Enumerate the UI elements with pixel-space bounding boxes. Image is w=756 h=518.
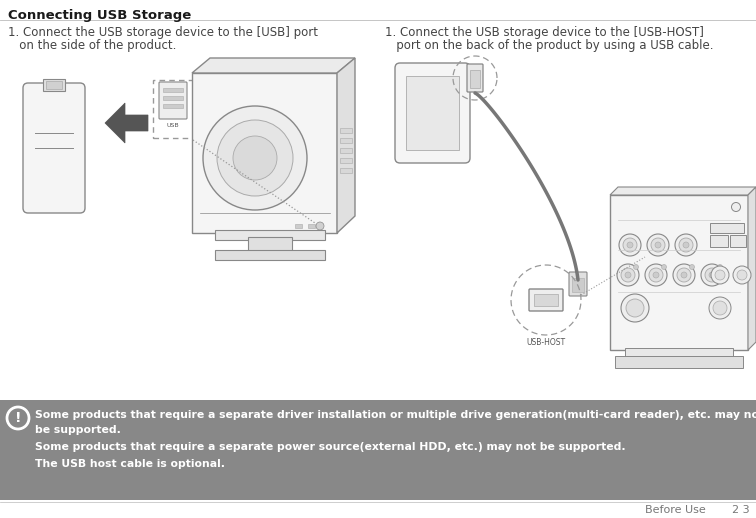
Circle shape xyxy=(316,222,324,230)
Polygon shape xyxy=(192,58,355,73)
Circle shape xyxy=(645,264,667,286)
Bar xyxy=(215,230,325,240)
Circle shape xyxy=(662,265,667,269)
Circle shape xyxy=(709,272,715,278)
Bar xyxy=(163,104,183,108)
Polygon shape xyxy=(337,58,355,233)
Circle shape xyxy=(655,242,661,248)
Text: Some products that require a separate driver installation or multiple drive gene: Some products that require a separate dr… xyxy=(35,410,756,420)
Circle shape xyxy=(619,234,641,256)
FancyBboxPatch shape xyxy=(395,63,470,163)
Circle shape xyxy=(649,268,663,282)
Circle shape xyxy=(625,272,631,278)
Polygon shape xyxy=(105,103,148,143)
Text: on the side of the product.: on the side of the product. xyxy=(8,39,176,52)
Text: Before Use: Before Use xyxy=(645,505,706,515)
Bar xyxy=(340,158,352,163)
Circle shape xyxy=(732,203,740,211)
Polygon shape xyxy=(610,187,756,195)
Text: Connecting USB Storage: Connecting USB Storage xyxy=(8,9,191,22)
Bar xyxy=(710,235,728,247)
FancyBboxPatch shape xyxy=(529,289,563,311)
Circle shape xyxy=(673,264,695,286)
Bar xyxy=(0,400,756,500)
Circle shape xyxy=(705,268,719,282)
Circle shape xyxy=(689,265,695,269)
Bar xyxy=(192,73,337,233)
Circle shape xyxy=(711,266,729,284)
Bar xyxy=(340,138,352,143)
Bar xyxy=(163,96,183,100)
Circle shape xyxy=(681,272,687,278)
Bar xyxy=(730,235,746,247)
Circle shape xyxy=(675,234,697,256)
Bar xyxy=(615,356,743,368)
Text: !: ! xyxy=(15,411,21,425)
Circle shape xyxy=(679,238,693,252)
Bar xyxy=(46,81,62,89)
Circle shape xyxy=(233,136,277,180)
Bar xyxy=(572,278,584,292)
Bar xyxy=(340,168,352,173)
Circle shape xyxy=(617,264,639,286)
Bar xyxy=(406,76,459,150)
Bar xyxy=(340,148,352,153)
Circle shape xyxy=(623,238,637,252)
Text: USB: USB xyxy=(166,123,179,128)
Circle shape xyxy=(627,242,633,248)
Text: USB-HOST: USB-HOST xyxy=(526,338,565,347)
Polygon shape xyxy=(748,187,756,350)
Circle shape xyxy=(677,268,691,282)
Text: The USB host cable is optional.: The USB host cable is optional. xyxy=(35,459,225,469)
Circle shape xyxy=(647,234,669,256)
Circle shape xyxy=(733,266,751,284)
FancyBboxPatch shape xyxy=(159,82,187,119)
Circle shape xyxy=(737,270,747,280)
Bar xyxy=(534,294,558,306)
Circle shape xyxy=(621,268,635,282)
Bar xyxy=(308,224,315,228)
FancyBboxPatch shape xyxy=(23,83,85,213)
Circle shape xyxy=(715,270,725,280)
Bar xyxy=(470,70,480,88)
Circle shape xyxy=(653,272,659,278)
Circle shape xyxy=(621,294,649,322)
Text: port on the back of the product by using a USB cable.: port on the back of the product by using… xyxy=(385,39,714,52)
FancyBboxPatch shape xyxy=(467,64,483,92)
Bar xyxy=(295,224,302,228)
FancyBboxPatch shape xyxy=(569,272,587,296)
Bar xyxy=(610,195,748,350)
Text: Some products that require a separate power source(external HDD, etc.) may not b: Some products that require a separate po… xyxy=(35,442,626,452)
Circle shape xyxy=(217,120,293,196)
Circle shape xyxy=(701,264,723,286)
Bar xyxy=(625,348,733,358)
Bar xyxy=(710,223,744,233)
Text: 1. Connect the USB storage device to the [USB-HOST]: 1. Connect the USB storage device to the… xyxy=(385,26,704,39)
Bar xyxy=(153,80,193,138)
Bar xyxy=(215,250,325,260)
Bar xyxy=(43,79,65,91)
Circle shape xyxy=(709,297,731,319)
Text: be supported.: be supported. xyxy=(35,425,121,435)
Circle shape xyxy=(203,106,307,210)
Circle shape xyxy=(713,301,727,315)
Text: 1. Connect the USB storage device to the [USB] port: 1. Connect the USB storage device to the… xyxy=(8,26,318,39)
Bar xyxy=(163,88,183,92)
Circle shape xyxy=(651,238,665,252)
Circle shape xyxy=(683,242,689,248)
Bar xyxy=(340,128,352,133)
Text: 2 3: 2 3 xyxy=(732,505,750,515)
Circle shape xyxy=(717,265,723,269)
Circle shape xyxy=(634,265,639,269)
Circle shape xyxy=(626,299,644,317)
Bar xyxy=(248,237,292,253)
